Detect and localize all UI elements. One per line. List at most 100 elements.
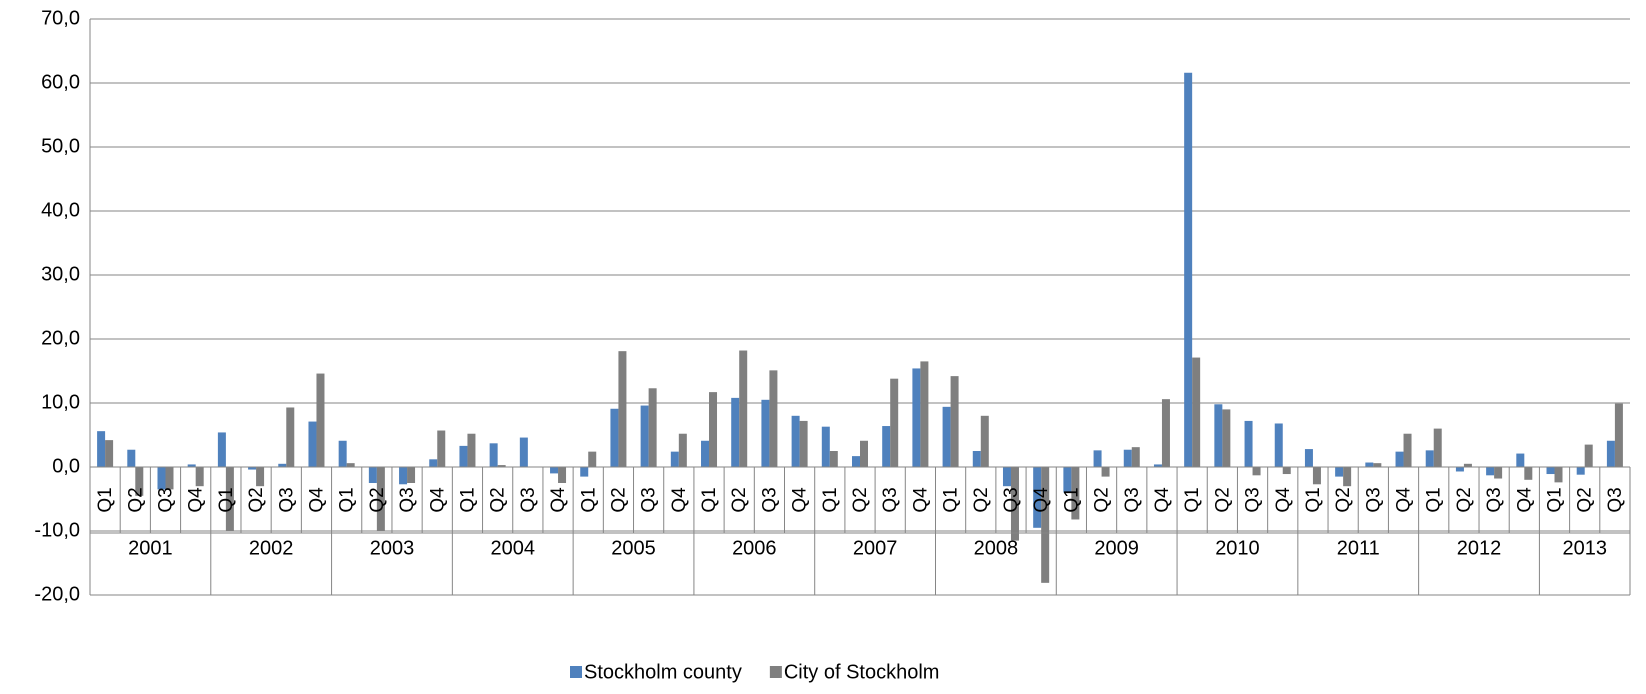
- bar: [670, 451, 679, 467]
- x-tick-label: Q1: [457, 487, 478, 512]
- bar: [1433, 428, 1442, 467]
- x-tick-label: Q4: [910, 487, 931, 513]
- x-tick-label: Q1: [1182, 487, 1203, 512]
- bar: [165, 467, 174, 490]
- year-label: 2013: [1562, 537, 1607, 559]
- bar: [135, 467, 144, 496]
- bar: [97, 431, 106, 467]
- bar: [769, 370, 778, 467]
- x-tick-label: Q2: [1212, 487, 1233, 512]
- x-tick-label: Q3: [1363, 487, 1384, 512]
- bar: [550, 467, 559, 474]
- bar: [1365, 462, 1374, 467]
- bar: [195, 467, 204, 487]
- bar: [278, 463, 287, 467]
- bar: [1192, 357, 1201, 467]
- x-tick-label: Q4: [1152, 487, 1173, 513]
- bar: [1576, 467, 1585, 475]
- x-tick-label: Q2: [1333, 487, 1354, 512]
- y-tick-label: 70,0: [41, 7, 80, 29]
- y-tick-label: 50,0: [41, 135, 80, 157]
- y-tick-label: -20,0: [34, 583, 80, 605]
- bar: [980, 415, 989, 467]
- year-label: 2002: [249, 537, 294, 559]
- y-tick-label: 0,0: [52, 455, 80, 477]
- bar: [882, 426, 891, 467]
- bar: [950, 376, 959, 467]
- bar: [588, 451, 597, 467]
- bar: [618, 351, 627, 467]
- bar: [286, 407, 295, 467]
- x-tick-label: Q2: [125, 487, 146, 512]
- year-label: 2005: [611, 537, 656, 559]
- bar: [1614, 403, 1623, 467]
- bar: [308, 421, 317, 467]
- x-tick-label: Q1: [820, 487, 841, 512]
- bar: [225, 467, 234, 531]
- x-tick-label: Q2: [488, 487, 509, 512]
- bar: [972, 451, 981, 467]
- bar: [1486, 467, 1495, 476]
- bar: [256, 467, 265, 487]
- bar: [821, 426, 830, 467]
- x-tick-label: Q4: [1031, 487, 1052, 513]
- bar: [1071, 467, 1080, 520]
- x-tick-label: Q2: [1575, 487, 1596, 512]
- x-tick-label: Q2: [1092, 487, 1113, 512]
- bar: [1244, 420, 1253, 467]
- bar: [701, 440, 710, 467]
- x-tick-label: Q1: [337, 487, 358, 512]
- year-label: 2010: [1215, 537, 1260, 559]
- bar: [1002, 467, 1011, 487]
- legend-label: Stockholm county: [584, 661, 742, 683]
- bar: [1093, 450, 1102, 467]
- x-tick-label: Q4: [669, 487, 690, 513]
- bar: [1516, 453, 1525, 467]
- x-tick-label: Q3: [1243, 487, 1264, 512]
- bar: [852, 456, 860, 467]
- bar: [1123, 449, 1132, 467]
- bar: [399, 467, 408, 485]
- bar: [459, 445, 468, 467]
- year-label: 2001: [128, 537, 173, 559]
- bar: [1312, 467, 1321, 485]
- bar: [437, 430, 446, 467]
- x-tick-label: Q4: [790, 487, 811, 513]
- bar: [1335, 467, 1344, 477]
- x-tick-label: Q4: [1514, 487, 1535, 513]
- bar: [799, 420, 808, 467]
- bar: [1033, 467, 1042, 528]
- x-tick-label: Q3: [1605, 487, 1626, 512]
- x-tick-label: Q2: [246, 487, 267, 512]
- x-tick-label: Q2: [971, 487, 992, 512]
- bar: [761, 399, 770, 467]
- bar: [217, 432, 226, 467]
- bar: [890, 378, 899, 467]
- x-tick-label: Q3: [276, 487, 297, 512]
- legend-swatch: [570, 666, 582, 678]
- bar: [346, 463, 355, 467]
- bar: [1153, 464, 1162, 467]
- bar: [1395, 451, 1404, 467]
- bar: [942, 406, 951, 467]
- bar: [1214, 404, 1223, 467]
- bar: [1584, 444, 1593, 467]
- y-tick-label: -10,0: [34, 519, 80, 541]
- x-tick-label: Q2: [729, 487, 750, 512]
- bar: [1373, 463, 1382, 467]
- bar: [1425, 450, 1434, 467]
- bar: [1494, 467, 1503, 479]
- bar: [429, 459, 438, 467]
- bar: [640, 405, 649, 467]
- bar: [829, 451, 838, 467]
- year-label: 2007: [853, 537, 898, 559]
- y-tick-label: 40,0: [41, 199, 80, 221]
- bar: [467, 433, 476, 467]
- x-tick-label: Q3: [397, 487, 418, 512]
- bar: [678, 433, 687, 467]
- bar: [860, 440, 868, 467]
- bar: [338, 440, 347, 467]
- x-tick-label: Q1: [1061, 487, 1082, 512]
- bar: [1010, 467, 1019, 541]
